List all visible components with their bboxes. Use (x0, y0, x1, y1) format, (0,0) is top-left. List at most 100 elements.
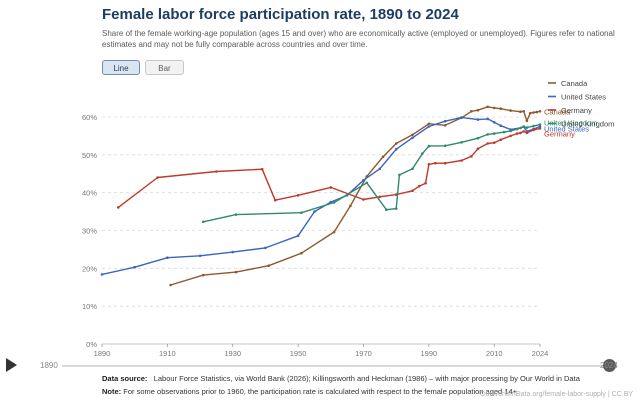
data-point-united-kingdom (394, 207, 398, 210)
series-line-united-states (101, 116, 541, 276)
data-point-united-states (378, 167, 382, 171)
timeline-handle[interactable] (603, 359, 616, 372)
x-tick-label: 1950 (290, 349, 307, 358)
source-line: Data source: Labour Force Statistics, vi… (102, 374, 580, 383)
data-point-canada (202, 273, 205, 277)
data-point-united-kingdom (385, 208, 388, 211)
data-point-germany (470, 155, 473, 158)
data-point-canada (535, 110, 538, 114)
data-point-canada (532, 111, 535, 114)
data-point-germany (499, 138, 503, 141)
data-point-germany (296, 194, 300, 197)
data-point-germany (378, 195, 382, 199)
y-tick-label: 0% (86, 340, 97, 349)
data-point-canada (411, 133, 414, 137)
data-point-united-kingdom (538, 123, 542, 126)
data-point-germany (424, 181, 427, 185)
data-point-canada (519, 110, 522, 113)
data-point-united-states (264, 246, 267, 250)
timeline-track[interactable] (62, 365, 610, 367)
x-tick-label: 1970 (355, 349, 372, 358)
data-point-canada (509, 109, 512, 112)
data-point-germany (476, 147, 480, 151)
source-label: Data source: (102, 374, 148, 383)
series-line-germany (117, 127, 541, 208)
y-tick-label: 60% (82, 113, 97, 122)
data-point-germany (260, 167, 264, 171)
data-point-canada (528, 111, 532, 115)
data-point-germany (515, 132, 519, 135)
data-point-united-kingdom (411, 167, 414, 171)
bar-view-button[interactable]: Bar (145, 60, 184, 75)
source-text: Labour Force Statistics, via World Bank … (153, 374, 580, 383)
end-label-canada: Canada (544, 107, 571, 116)
end-label-germany: Germany (544, 129, 575, 138)
timeline-end-label: 2024 (600, 361, 618, 370)
data-point-germany (156, 176, 159, 179)
data-point-canada (499, 107, 503, 110)
data-point-canada (332, 230, 336, 234)
data-point-united-states (166, 256, 169, 260)
data-point-canada (381, 155, 385, 158)
axis-ticks: 0% 10% 20% 30% 40% 50% 60% 1890 1910 1930 1950 1970… (82, 113, 548, 358)
data-point-united-kingdom (492, 132, 496, 135)
legend-label-germany: Germany (561, 106, 592, 115)
data-point-united-states (486, 117, 490, 121)
data-point-united-kingdom (421, 152, 424, 155)
x-tick-label: 1930 (224, 349, 241, 358)
data-point-united-kingdom (460, 141, 463, 144)
data-point-united-kingdom (532, 124, 535, 128)
note-label: Note: (102, 387, 122, 396)
x-tick-label: 1910 (159, 349, 176, 358)
data-point-united-kingdom (509, 129, 512, 133)
chart-subtitle: Share of the female working-age populati… (102, 29, 615, 49)
data-point-canada (476, 108, 480, 112)
data-point-canada (234, 270, 238, 274)
end-label-united-states: United States (544, 124, 589, 133)
data-point-germany (460, 159, 463, 162)
data-point-germany (329, 186, 333, 189)
data-point-canada (492, 106, 496, 110)
legend-label-canada: Canada (561, 79, 588, 88)
note-line: Note: For some observations prior to 196… (102, 387, 519, 396)
play-icon[interactable] (6, 358, 17, 372)
data-point-germany (538, 127, 542, 130)
credit-link[interactable]: OurWorldInData.org/female-labor-supply |… (480, 391, 634, 398)
end-label-united-kingdom: United Kingdom (544, 119, 597, 128)
grid (102, 116, 540, 345)
x-tick-label: 2010 (486, 349, 503, 358)
data-point-united-states (296, 234, 300, 238)
data-point-canada (486, 105, 490, 109)
x-tick-label: 1890 (94, 349, 111, 358)
line-view-button[interactable]: Line (102, 60, 140, 75)
data-point-united-states (538, 125, 542, 128)
data-point-canada (525, 119, 529, 123)
data-point-united-states (133, 265, 136, 269)
timeline-start-label: 1890 (40, 361, 58, 370)
data-point-united-states (100, 273, 104, 276)
data-point-united-states (460, 116, 463, 119)
data-point-canada (169, 283, 172, 287)
legend-label-united-kingdom: United Kingdom (561, 120, 614, 129)
data-point-canada (443, 124, 447, 127)
data-point-canada (300, 251, 303, 255)
data-point-germany (443, 161, 447, 165)
data-point-canada (522, 110, 525, 113)
data-point-united-kingdom (365, 181, 369, 185)
data-point-united-kingdom (300, 211, 303, 214)
x-tick-label: 2024 (532, 349, 549, 358)
data-point-germany (362, 198, 365, 201)
data-point-united-kingdom (398, 173, 401, 177)
data-point-united-kingdom (332, 201, 336, 204)
data-point-canada (349, 204, 352, 208)
series-lines (100, 105, 542, 287)
data-point-canada (470, 110, 473, 113)
data-point-canada (538, 110, 542, 113)
y-tick-label: 20% (82, 264, 97, 273)
data-point-united-kingdom (486, 133, 490, 136)
data-point-united-states (313, 210, 316, 213)
data-point-united-kingdom (234, 213, 238, 216)
data-point-canada (427, 122, 431, 126)
data-point-united-states (198, 254, 202, 258)
